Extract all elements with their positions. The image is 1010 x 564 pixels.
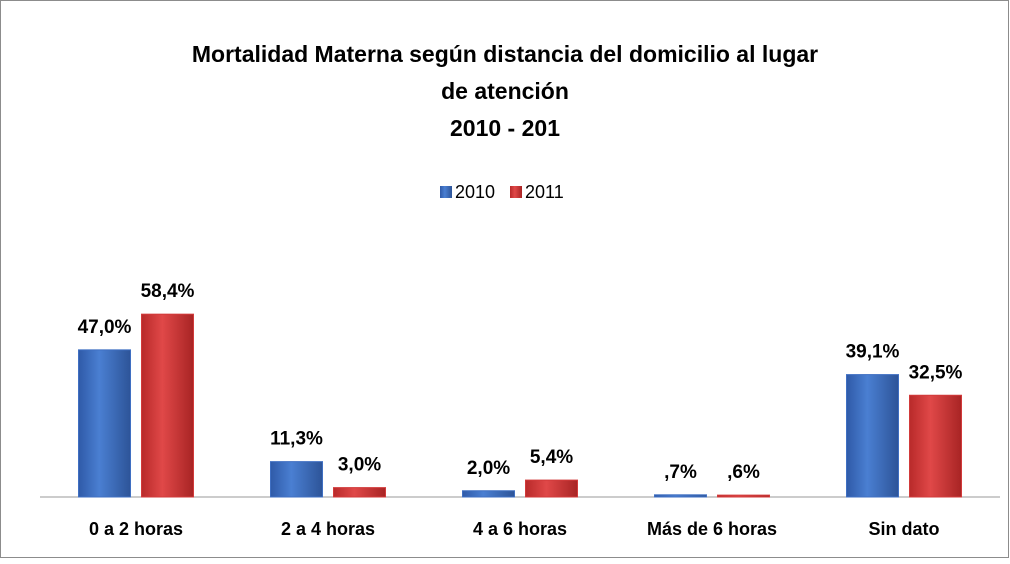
x-tick-label: 2 a 4 horas bbox=[281, 519, 375, 539]
bar bbox=[654, 494, 707, 498]
legend-swatch bbox=[510, 186, 522, 198]
value-label: 3,0% bbox=[338, 455, 381, 476]
x-tick-label: 0 a 2 horas bbox=[89, 519, 183, 539]
value-label: 39,1% bbox=[846, 342, 900, 363]
value-label: 32,5% bbox=[909, 362, 963, 383]
value-label: 5,4% bbox=[530, 447, 573, 468]
value-label: ,7% bbox=[664, 462, 697, 483]
value-label: 47,0% bbox=[78, 317, 132, 338]
value-label: 11,3% bbox=[270, 429, 323, 450]
bar bbox=[909, 394, 962, 498]
bar bbox=[270, 461, 323, 498]
chart-title: Mortalidad Materna según distancia del d… bbox=[192, 41, 818, 67]
bar bbox=[141, 313, 194, 498]
bar bbox=[525, 479, 578, 498]
x-tick-label: Más de 6 horas bbox=[647, 519, 777, 539]
x-tick-label: Sin dato bbox=[869, 519, 940, 539]
legend-swatch bbox=[440, 186, 452, 198]
legend-label: 2010 bbox=[455, 182, 495, 202]
bar bbox=[462, 490, 515, 498]
bar bbox=[846, 374, 899, 498]
chart-title: 2010 - 201 bbox=[450, 115, 560, 141]
value-label: 58,4% bbox=[141, 281, 195, 302]
bar bbox=[78, 349, 131, 498]
legend-label: 2011 bbox=[525, 182, 564, 202]
bar bbox=[717, 494, 770, 498]
x-tick-label: 4 a 6 horas bbox=[473, 519, 567, 539]
value-label: ,6% bbox=[727, 462, 760, 483]
chart-title: de atención bbox=[441, 78, 569, 104]
bar bbox=[333, 487, 386, 498]
value-label: 2,0% bbox=[467, 458, 510, 479]
